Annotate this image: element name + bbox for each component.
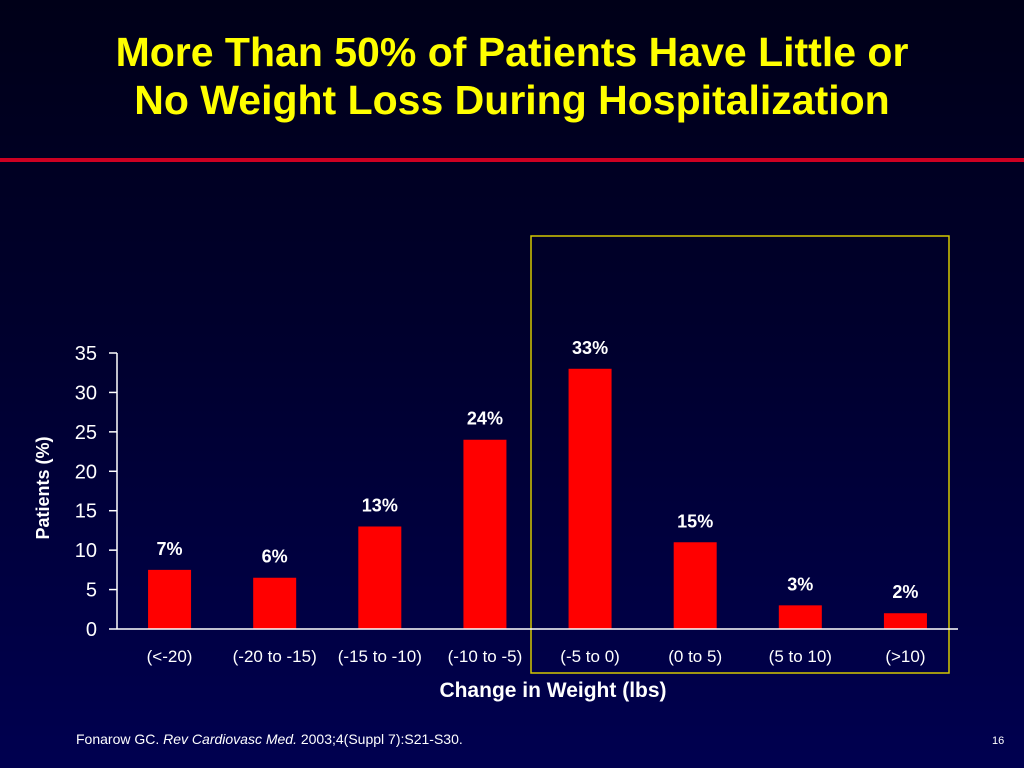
y-tick-label: 35 [75, 343, 97, 365]
x-tick-label: (-20 to -15) [233, 647, 317, 666]
bar [463, 439, 507, 629]
footnote-author: Fonarow GC. [76, 731, 164, 747]
x-tick-label: (-15 to -10) [338, 647, 422, 666]
y-axis-label: Patients (%) [33, 436, 53, 539]
x-tick-label: (0 to 5) [668, 647, 722, 666]
bar [253, 577, 297, 629]
x-tick-label: (-10 to -5) [448, 647, 523, 666]
page-number: 16 [992, 735, 1005, 747]
y-tick-label: 10 [75, 540, 97, 562]
bar [148, 569, 192, 629]
footnote-journal: Rev Cardiovasc Med. [163, 731, 297, 747]
x-tick-label: (-5 to 0) [560, 647, 620, 666]
footnote-details: 2003;4(Suppl 7):S21-S30. [296, 731, 463, 747]
highlight-box [530, 235, 950, 674]
data-label: 15% [677, 511, 713, 531]
data-label: 13% [362, 495, 398, 515]
x-tick-label: (<-20) [147, 647, 193, 666]
data-label: 33% [572, 338, 608, 358]
y-tick-label: 0 [86, 619, 97, 641]
data-label: 24% [467, 409, 503, 429]
y-tick-label: 15 [75, 501, 97, 523]
bar [673, 542, 717, 629]
data-label: 2% [892, 582, 918, 602]
bar [358, 526, 402, 629]
x-tick-label: (>10) [885, 647, 925, 666]
data-label: 6% [262, 547, 288, 567]
x-tick-label: (5 to 10) [769, 647, 832, 666]
x-axis-label: Change in Weight (lbs) [439, 679, 666, 702]
bar [568, 368, 612, 629]
y-tick-label: 30 [75, 382, 97, 404]
bar [778, 605, 822, 629]
data-label: 3% [787, 574, 813, 594]
citation-footnote: Fonarow GC. Rev Cardiovasc Med. 2003;4(S… [76, 731, 463, 747]
title-divider [0, 158, 1024, 162]
bar [883, 613, 927, 629]
slide-title-line-2: No Weight Loss During Hospitalization [134, 77, 890, 123]
y-tick-label: 25 [75, 422, 97, 444]
y-tick-label: 20 [75, 461, 97, 483]
slide-title: More Than 50% of Patients Have Little or… [0, 28, 1024, 124]
slide-title-line-1: More Than 50% of Patients Have Little or [115, 29, 909, 75]
data-label: 7% [157, 539, 183, 559]
y-tick-label: 5 [86, 580, 97, 602]
